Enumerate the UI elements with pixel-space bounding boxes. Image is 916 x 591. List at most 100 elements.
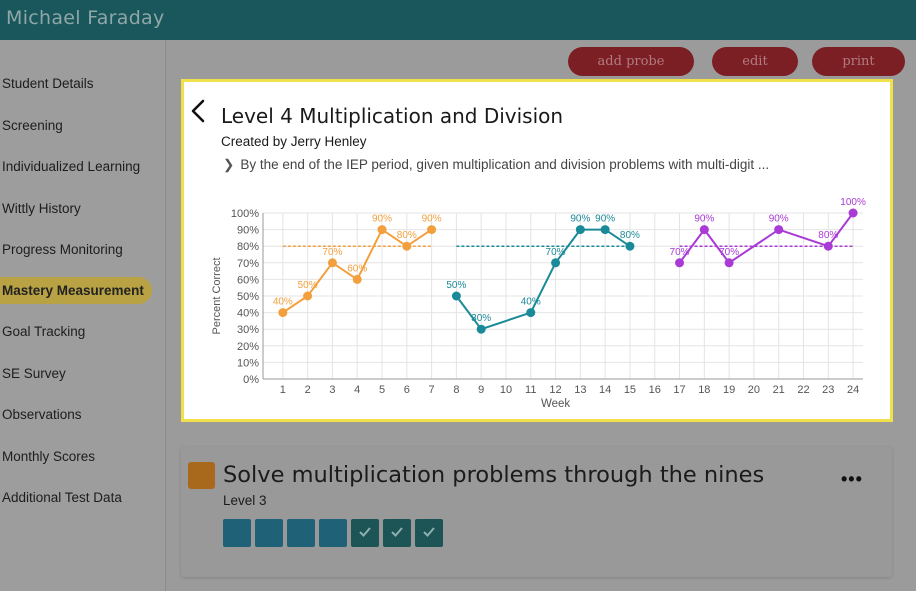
back-arrow-icon[interactable] <box>189 98 207 124</box>
data-label: 70% <box>670 247 690 258</box>
x-tick-label: 11 <box>525 384 536 396</box>
data-point <box>699 225 709 235</box>
data-label: 40% <box>273 297 293 308</box>
data-label: 70% <box>719 247 739 258</box>
progress-boxes <box>223 519 443 547</box>
objective-title: Solve multiplication problems through th… <box>223 462 765 488</box>
data-point <box>476 324 486 334</box>
sidebar-item-wittly-history[interactable]: Wittly History <box>2 201 81 216</box>
data-point <box>377 225 387 235</box>
y-tick-label: 0% <box>243 374 259 386</box>
data-label: 90% <box>595 214 615 225</box>
x-tick-label: 13 <box>574 384 586 396</box>
x-tick-label: 18 <box>698 384 710 396</box>
data-point <box>551 258 561 268</box>
sidebar-item-individualized-learning[interactable]: Individualized Learning <box>2 159 141 174</box>
created-by: Created by Jerry Henley <box>221 134 367 149</box>
y-tick-label: 30% <box>237 324 259 336</box>
progress-box[interactable] <box>255 519 283 547</box>
data-label: 90% <box>769 214 789 225</box>
data-point <box>575 225 585 235</box>
data-label: 80% <box>620 230 640 241</box>
y-tick-label: 80% <box>237 241 259 253</box>
x-tick-label: 20 <box>748 384 760 396</box>
sidebar-item-se-survey[interactable]: SE Survey <box>2 366 66 381</box>
x-tick-label: 7 <box>429 384 435 396</box>
x-tick-label: 19 <box>723 384 735 396</box>
data-label: 80% <box>397 230 417 241</box>
x-tick-label: 4 <box>354 384 360 396</box>
sidebar-item-goal-tracking[interactable]: Goal Tracking <box>2 324 86 339</box>
x-tick-label: 15 <box>624 384 636 396</box>
progress-box[interactable] <box>319 519 347 547</box>
data-point <box>600 225 610 235</box>
progress-box-complete[interactable] <box>415 519 443 547</box>
x-tick-label: 9 <box>478 384 484 396</box>
x-tick-label: 17 <box>673 384 685 396</box>
data-label: 50% <box>298 280 318 291</box>
data-label: 50% <box>446 280 466 291</box>
progress-box-complete[interactable] <box>383 519 411 547</box>
data-point <box>675 258 685 268</box>
progress-box[interactable] <box>287 519 315 547</box>
x-tick-label: 8 <box>453 384 459 396</box>
y-tick-label: 50% <box>237 291 259 303</box>
data-point <box>427 225 437 235</box>
data-point <box>278 308 288 318</box>
data-label: 60% <box>347 263 367 274</box>
x-tick-label: 14 <box>599 384 611 396</box>
data-point <box>724 258 734 268</box>
objective-card: Solve multiplication problems through th… <box>181 447 892 577</box>
data-label: 70% <box>546 247 566 258</box>
x-tick-label: 24 <box>847 384 859 396</box>
x-tick-label: 12 <box>549 384 561 396</box>
data-label: 90% <box>694 214 714 225</box>
data-label: 90% <box>422 214 442 225</box>
data-point <box>451 291 461 301</box>
sidebar-item-progress-monitoring[interactable]: Progress Monitoring <box>2 242 123 257</box>
mastery-chart-panel: Level 4 Multiplication and Division Crea… <box>181 79 893 422</box>
data-point <box>402 241 412 251</box>
sidebar-item-observations[interactable]: Observations <box>2 407 82 422</box>
panel-title: Level 4 Multiplication and Division <box>221 104 564 128</box>
x-tick-label: 1 <box>280 384 286 396</box>
x-tick-label: 3 <box>329 384 335 396</box>
sidebar-item-student-details[interactable]: Student Details <box>2 76 94 91</box>
data-point <box>327 258 337 268</box>
chevron-right-icon[interactable]: ❯ <box>223 157 235 172</box>
data-label: 30% <box>471 313 491 324</box>
data-point <box>526 308 536 318</box>
sidebar-item-screening[interactable]: Screening <box>2 118 63 133</box>
y-tick-label: 20% <box>237 341 259 353</box>
mastery-line-chart: 0%10%20%30%40%50%60%70%80%90%100%1 2 3 4 5 6 7… <box>211 197 866 410</box>
progress-box[interactable] <box>223 519 251 547</box>
sidebar-item-additional-test-data[interactable]: Additional Test Data <box>2 490 122 505</box>
x-tick-label: 2 <box>305 384 311 396</box>
sidebar: Student Details Screening Individualized… <box>0 40 166 591</box>
x-tick-label: 22 <box>797 384 809 396</box>
series-line <box>678 212 854 265</box>
x-axis-label: Week <box>541 398 570 410</box>
data-point <box>848 208 858 218</box>
color-swatch <box>188 462 215 489</box>
data-point <box>352 274 362 284</box>
edit-button[interactable]: edit <box>712 47 798 76</box>
print-button[interactable]: print <box>812 47 905 76</box>
check-icon <box>391 527 403 537</box>
data-label: 90% <box>372 214 392 225</box>
sidebar-item-mastery-measurement[interactable]: Mastery Measurement <box>0 277 152 304</box>
data-label: 40% <box>521 297 541 308</box>
more-horizontal-icon[interactable]: ••• <box>841 469 863 489</box>
data-label: 100% <box>840 197 866 208</box>
goal-description[interactable]: ❯ By the end of the IEP period, given mul… <box>223 157 769 173</box>
data-point <box>303 291 313 301</box>
sidebar-item-monthly-scores[interactable]: Monthly Scores <box>2 449 96 464</box>
check-icon <box>423 527 435 537</box>
y-tick-label: 70% <box>237 258 259 270</box>
data-label: 80% <box>818 230 838 241</box>
data-label: 90% <box>570 214 590 225</box>
goal-text: By the end of the IEP period, given mult… <box>240 157 770 172</box>
add-probe-button[interactable]: add probe <box>568 47 694 76</box>
progress-box-complete[interactable] <box>351 519 379 547</box>
x-tick-label: 21 <box>773 384 785 396</box>
